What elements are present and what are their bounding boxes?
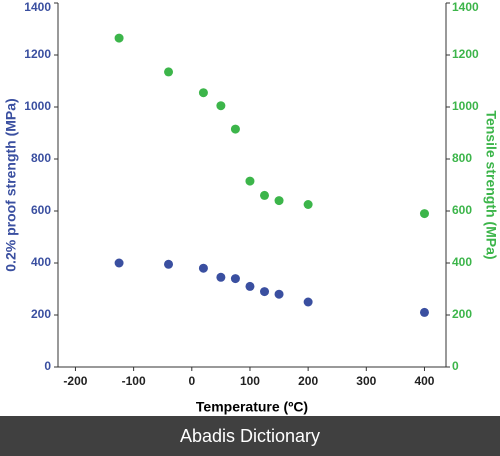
point [274,196,284,206]
point [216,101,226,111]
y2-tick-label: 1400 [452,0,479,14]
y-tick-label: 0 [44,359,51,373]
point [164,259,174,269]
point [245,176,255,186]
point [303,200,313,209]
y-tick-label: 200 [31,307,51,321]
chart: Temperature (ºC) 0.2% proof strength (MP… [3,0,500,415]
x-tick-label: 400 [414,374,434,388]
y2-tick-label: 0 [452,359,459,373]
y2-tick-label: 1200 [452,47,479,61]
point [245,281,255,291]
x-tick-label: 200 [298,374,318,388]
point [274,289,284,299]
point [114,33,124,43]
y2-tick-label: 400 [452,255,472,269]
y-tick-label: 400 [31,255,51,269]
point [198,263,208,273]
point [260,287,270,297]
y-tick-label: 1200 [24,47,51,61]
point [303,297,313,307]
y-tick-label: 600 [31,203,51,217]
x-tick-label: 0 [188,374,195,388]
y-tick-label: 1400 [24,0,51,14]
y2-axis-label: Tensile strength (MPa) [483,110,499,259]
x-axis-label: Temperature (ºC) [196,399,308,415]
y2-tick-label: 1000 [452,99,479,113]
point [230,124,240,134]
point [114,258,124,268]
x-tick-label: -100 [122,374,146,388]
x-tick-label: -200 [63,374,87,388]
point [216,272,226,282]
y2-tick-label: 600 [452,203,472,217]
point [419,209,429,219]
y-tick-label: 1000 [24,99,51,113]
point [230,274,240,284]
point [198,88,208,98]
point [260,190,270,200]
y2-tick-label: 800 [452,151,472,165]
footer: Abadis Dictionary [0,416,500,456]
y-axis-label: 0.2% proof strength (MPa) [3,98,19,271]
x-tick-label: 100 [240,374,260,388]
x-tick-label: 300 [356,374,376,388]
point [419,307,429,317]
y2-tick-label: 200 [452,307,472,321]
y-tick-label: 800 [31,151,51,165]
point [164,67,174,77]
